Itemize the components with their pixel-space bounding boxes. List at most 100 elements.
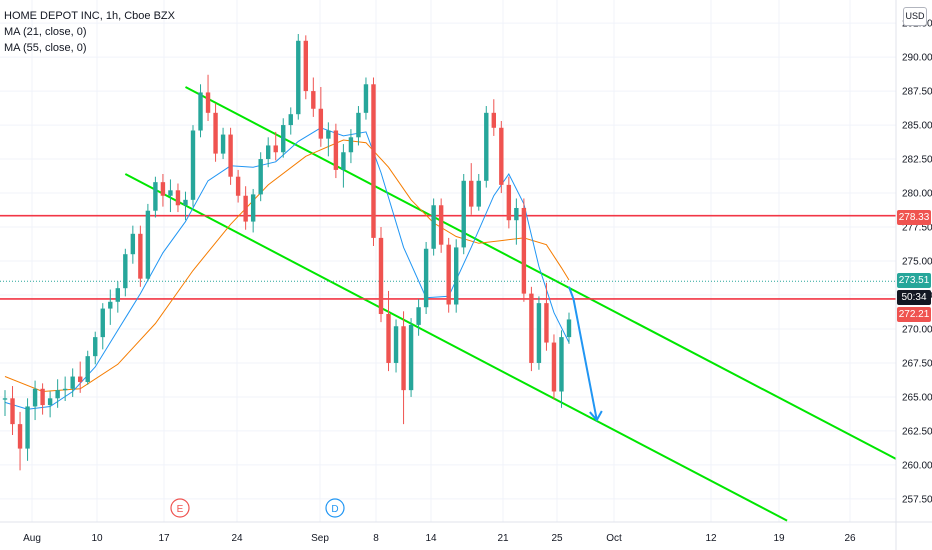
- candle-body: [363, 84, 369, 113]
- chart-grid: [0, 0, 896, 522]
- candle-body: [514, 207, 519, 221]
- x-tick-label: 17: [158, 533, 170, 544]
- marker-label: D: [331, 504, 338, 515]
- y-tick-label: 275.00: [902, 257, 932, 268]
- candle-body: [393, 326, 399, 363]
- candle-body: [93, 337, 98, 357]
- candle-body: [47, 398, 53, 406]
- candle-body: [318, 108, 324, 139]
- marker-circle: [170, 498, 190, 518]
- candle-body: [311, 91, 316, 109]
- candle-body: [378, 237, 384, 315]
- y-tick-label: 265.00: [902, 392, 932, 403]
- candle-body: [499, 127, 504, 185]
- dividend-marker[interactable]: D: [325, 498, 345, 518]
- projection-path: [568, 286, 598, 421]
- candlesticks: [2, 33, 572, 471]
- last-price-tag: 273.51: [897, 273, 931, 288]
- candle-body: [100, 308, 105, 338]
- y-tick-label: 290.00: [902, 53, 932, 64]
- candle-body: [288, 114, 293, 126]
- x-tick-label: 10: [91, 533, 103, 544]
- candle-body: [536, 303, 542, 363]
- x-tick-label: 12: [705, 533, 717, 544]
- trend-channel: [124, 86, 908, 522]
- candle-body: [235, 176, 241, 196]
- y-tick-label: 270.00: [902, 324, 932, 335]
- candle-body: [371, 84, 376, 238]
- candle-body: [506, 184, 512, 221]
- candle-body: [85, 356, 90, 382]
- y-tick-label: 262.50: [902, 426, 932, 437]
- candle-body: [401, 326, 406, 391]
- y-tick-label: 260.00: [902, 460, 932, 471]
- currency-button[interactable]: USD: [903, 7, 927, 26]
- x-tick-label: Oct: [606, 533, 622, 544]
- marker-label: E: [177, 504, 184, 515]
- candle-body: [228, 134, 233, 177]
- candle-body: [386, 314, 391, 363]
- candle-body: [2, 398, 8, 400]
- candle-body: [62, 388, 68, 391]
- resistance-price-tag: 278.33: [897, 210, 931, 225]
- countdown-tag: 50:34: [897, 290, 931, 305]
- candle-body: [469, 180, 474, 207]
- candle-body: [198, 92, 203, 131]
- candle-body: [190, 130, 196, 200]
- candle-body: [551, 342, 557, 392]
- candle-body: [454, 247, 459, 305]
- x-tick-label: 21: [497, 533, 509, 544]
- earnings-marker[interactable]: E: [170, 498, 190, 518]
- candle-body: [10, 398, 15, 425]
- candle-body: [183, 199, 188, 206]
- candle-body: [17, 424, 23, 449]
- candle-body: [220, 134, 226, 154]
- candle-body: [108, 301, 113, 309]
- candle-body: [175, 190, 181, 206]
- y-tick-label: 267.50: [902, 358, 932, 369]
- candle-body: [130, 233, 136, 255]
- candle-body: [333, 130, 339, 170]
- y-tick-label: 277.50: [902, 223, 932, 234]
- candle-body: [32, 388, 38, 407]
- candle-body: [408, 324, 414, 391]
- candle-body: [213, 112, 218, 154]
- ma55-legend[interactable]: MA (55, close, 0): [4, 42, 87, 54]
- y-tick-label: 282.50: [902, 155, 932, 166]
- channel-lower-line: [124, 173, 788, 522]
- candle-body: [461, 180, 466, 248]
- ma21-legend[interactable]: MA (21, close, 0): [4, 26, 87, 38]
- candle-body: [348, 137, 354, 153]
- x-tick-label: 24: [231, 533, 243, 544]
- candle-body: [153, 182, 158, 211]
- candle-body: [326, 130, 331, 139]
- candle-body: [303, 40, 308, 92]
- candle-body: [55, 390, 60, 399]
- candle-body: [296, 40, 301, 115]
- x-tick-label: Aug: [23, 533, 41, 544]
- candle-body: [123, 254, 128, 289]
- candle-body: [476, 180, 481, 207]
- x-tick-label: 8: [373, 533, 379, 544]
- candle-body: [258, 159, 263, 195]
- chart-legend: HOME DEPOT INC, 1h, Cboe BZX MA (21, clo…: [4, 8, 175, 56]
- x-tick-label: 26: [844, 533, 856, 544]
- y-tick-label: 280.00: [902, 189, 932, 200]
- candle-body: [40, 388, 45, 406]
- y-tick-label: 285.00: [902, 121, 932, 132]
- y-tick-label: 287.50: [902, 87, 932, 98]
- candle-body: [160, 182, 166, 196]
- candle-body: [446, 244, 451, 305]
- channel-upper-line: [185, 86, 908, 466]
- candle-body: [356, 112, 361, 138]
- x-tick-label: 19: [773, 533, 785, 544]
- candle-body: [416, 307, 421, 325]
- y-tick-label: 257.50: [902, 494, 932, 505]
- candle-body: [145, 210, 151, 279]
- candle-body: [521, 207, 527, 294]
- candle-body: [491, 112, 496, 128]
- projection-arrowhead: [589, 410, 603, 422]
- symbol-title[interactable]: HOME DEPOT INC, 1h, Cboe BZX: [4, 10, 175, 22]
